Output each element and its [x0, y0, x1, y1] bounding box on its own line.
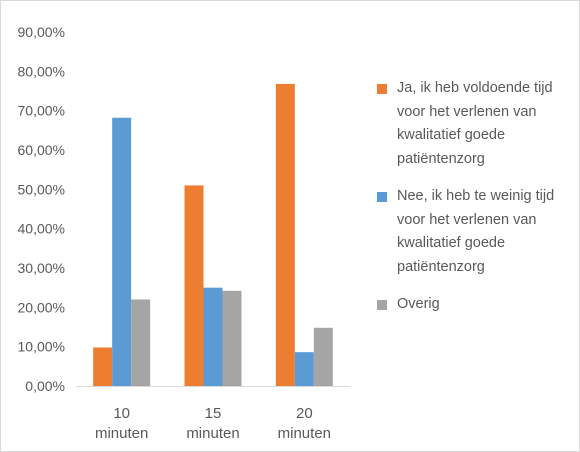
y-tick-label: 90,00%	[18, 24, 65, 40]
bar	[313, 327, 333, 386]
y-tick-label: 50,00%	[18, 181, 65, 197]
legend-item-nee: Nee, ik heb te weinig tijd voor het verl…	[377, 185, 573, 279]
y-tick-label: 40,00%	[18, 221, 65, 237]
legend-label-ja: Ja, ik heb voldoende tijd voor het verle…	[397, 80, 553, 167]
y-tick-label: 30,00%	[18, 260, 65, 276]
legend-swatch-nee	[377, 192, 387, 202]
bar	[275, 83, 295, 387]
bar	[93, 347, 113, 386]
bar	[184, 185, 204, 386]
bar	[131, 299, 151, 386]
bar	[112, 117, 132, 386]
legend: Ja, ik heb voldoende tijd voor het verle…	[377, 77, 573, 331]
legend-label-overig: Overig	[397, 296, 440, 312]
y-tick-label: 70,00%	[18, 103, 65, 119]
bar	[203, 287, 223, 386]
bar	[222, 290, 242, 386]
y-tick-label: 80,00%	[18, 63, 65, 79]
y-tick-label: 10,00%	[18, 339, 65, 355]
x-tick-label: 10	[113, 405, 130, 422]
bar	[294, 352, 314, 386]
y-tick-label: 20,00%	[18, 299, 65, 315]
x-tick-label: 15	[205, 405, 222, 422]
legend-swatch-ja	[377, 84, 387, 94]
y-tick-label: 60,00%	[18, 142, 65, 158]
legend-swatch-overig	[377, 300, 387, 310]
x-tick-label: 20	[296, 405, 313, 422]
x-tick-label: minuten	[278, 425, 331, 442]
x-tick-label: minuten	[95, 425, 148, 442]
legend-item-overig: Overig	[377, 293, 573, 317]
y-tick-label: 0,00%	[25, 378, 65, 394]
legend-label-nee: Nee, ik heb te weinig tijd voor het verl…	[397, 188, 555, 275]
legend-item-ja: Ja, ik heb voldoende tijd voor het verle…	[377, 77, 573, 171]
x-tick-label: minuten	[186, 425, 239, 442]
